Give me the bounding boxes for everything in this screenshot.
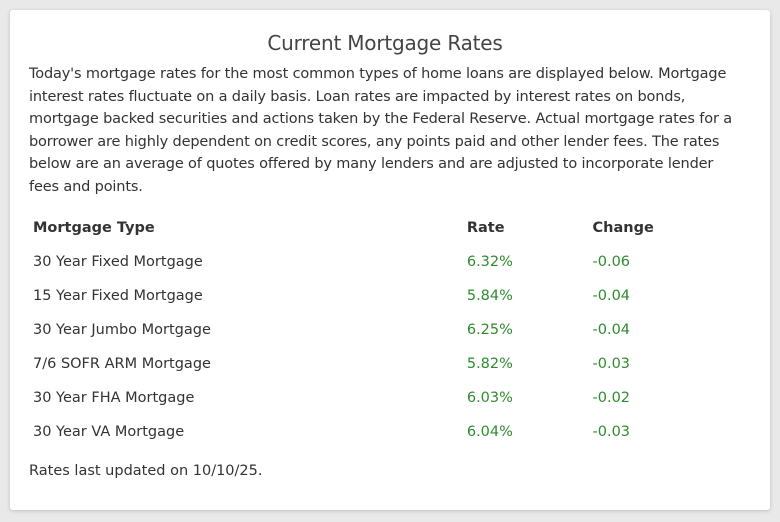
change-cell: -0.04: [592, 288, 631, 304]
change-cell: -0.04: [592, 322, 631, 338]
mortgage-type-cell: 15 Year Fixed Mortgage: [33, 288, 203, 304]
rate-cell: 6.03%: [466, 390, 513, 406]
table-row: 30 Year Jumbo Mortgage 6.25% -0.04: [29, 313, 741, 347]
header-change: Change: [592, 220, 654, 236]
mortgage-type-cell: 30 Year Jumbo Mortgage: [33, 322, 211, 338]
mortgage-rates-card: Current Mortgage Rates Today's mortgage …: [10, 10, 770, 510]
rate-cell: 6.04%: [466, 424, 513, 440]
header-rate: Rate: [466, 220, 505, 236]
table-header-row: Mortgage Type Rate Change: [29, 211, 741, 245]
table-row: 15 Year Fixed Mortgage 5.84% -0.04: [29, 279, 741, 313]
change-cell: -0.06: [592, 254, 631, 270]
page-title: Current Mortgage Rates: [267, 31, 503, 55]
rate-cell: 6.25%: [466, 322, 513, 338]
rate-cell: 5.82%: [466, 356, 513, 372]
mortgage-type-cell: 30 Year FHA Mortgage: [33, 390, 195, 406]
rate-cell: 6.32%: [466, 254, 513, 270]
rate-cell: 5.84%: [466, 288, 513, 304]
table-row: 30 Year VA Mortgage 6.04% -0.03: [29, 415, 741, 449]
change-cell: -0.02: [592, 390, 631, 406]
table-row: 7/6 SOFR ARM Mortgage 5.82% -0.03: [29, 347, 741, 381]
mortgage-type-cell: 30 Year Fixed Mortgage: [33, 254, 203, 270]
change-cell: -0.03: [592, 356, 631, 372]
intro-paragraph: Today's mortgage rates for the most comm…: [29, 66, 732, 195]
header-mortgage-type: Mortgage Type: [33, 220, 155, 236]
mortgage-type-cell: 7/6 SOFR ARM Mortgage: [33, 356, 211, 372]
table-row: 30 Year FHA Mortgage 6.03% -0.02: [29, 381, 741, 415]
table-row: 30 Year Fixed Mortgage 6.32% -0.06: [29, 245, 741, 279]
rates-table: Mortgage Type Rate Change 30 Year Fixed …: [29, 211, 741, 449]
change-cell: -0.03: [592, 424, 631, 440]
last-updated-note: Rates last updated on 10/10/25.: [29, 463, 263, 479]
mortgage-type-cell: 30 Year VA Mortgage: [33, 424, 185, 440]
